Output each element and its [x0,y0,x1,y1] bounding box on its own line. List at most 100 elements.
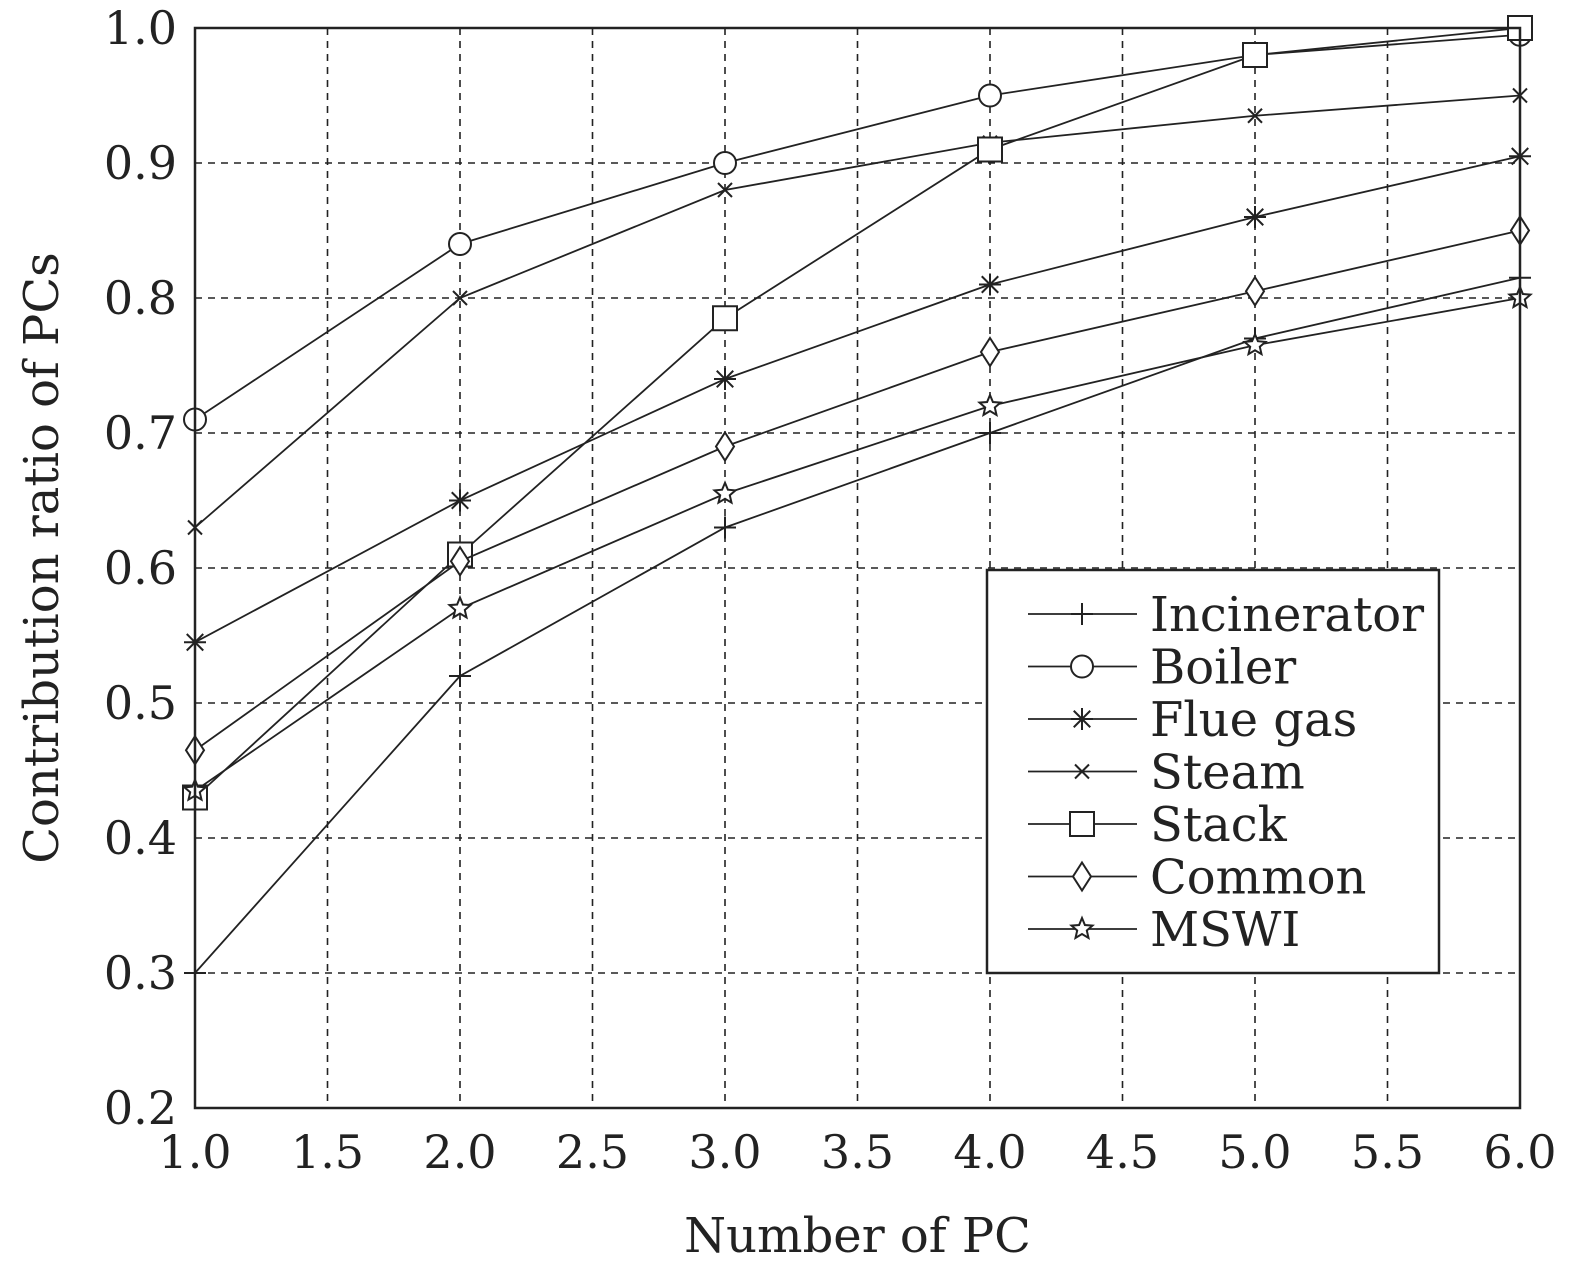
line-boiler [194,33,1521,421]
point-mswi [447,594,473,620]
series-common [184,214,1531,767]
y-axis-title: Contribution ratio of PCs [14,252,70,863]
star-marker [447,594,473,620]
point-common [1244,275,1266,308]
legend-marker-common [1071,860,1093,893]
legend-item-flue-gas: Flue gas [1028,692,1357,748]
point-flue-gas [979,273,1001,296]
legend-label-mswi: MSWI [1150,902,1300,958]
point-common [449,545,471,578]
square-marker [712,305,738,332]
y-tick-labels: 0.2 0.3 0.4 0.5 0.6 0.7 0.8 0.9 1.0 [104,1,177,1135]
x-tick-label: 3.0 [688,1125,761,1179]
point-stack [712,305,738,332]
legend-marker-flue-gas [1071,708,1093,730]
point-stack [977,136,1003,163]
plot-area [193,26,1522,1110]
x-marker [1247,108,1263,124]
legend-marker-boiler [1070,654,1094,679]
y-tick-label: 0.3 [104,946,177,1000]
circle-marker [978,83,1002,108]
square-marker [1069,811,1095,837]
y-tick-label: 0.7 [104,406,177,460]
diamond-marker [1071,860,1093,893]
plus-marker [449,665,471,687]
y-tick-label: 0.8 [104,271,177,325]
x-tick-label: 6.0 [1483,1125,1556,1179]
legend-marker-stack [1069,811,1095,837]
point-steam [1247,108,1263,124]
x-tick-label: 1.5 [291,1125,364,1179]
point-common [979,336,1001,368]
point-mswi [977,392,1003,417]
diamond-marker [979,336,1001,368]
point-boiler [448,232,472,256]
legend-item-steam: Steam [1028,745,1305,801]
legend-item-common: Common [1028,850,1366,906]
x-tick-label: 3.5 [821,1125,894,1179]
x-axis-title: Number of PC [684,1208,1031,1264]
plus-marker [714,516,736,539]
point-steam [717,182,733,198]
legend-marker-incinerator [1071,603,1093,625]
star-marker [712,480,738,505]
line-common [194,229,1521,751]
x-tick-label: 1.0 [158,1125,231,1179]
x-marker [1074,763,1090,780]
x-marker [717,182,733,198]
legend-label-flue-gas: Flue gas [1150,692,1357,748]
point-incinerator [714,516,736,539]
y-tick-label: 0.4 [104,811,177,865]
point-flue-gas [449,489,471,512]
legend-item-incinerator: Incinerator [1028,587,1424,643]
x-tick-labels: 1.0 1.5 2.0 2.5 3.0 3.5 4.0 4.5 5.0 5.5 6.0 [158,1125,1556,1179]
point-flue-gas [1244,206,1266,228]
diamond-marker [714,430,736,463]
y-tick-label: 0.6 [104,541,177,595]
y-tick-label: 0.5 [104,676,177,730]
asterisk-marker [449,489,471,512]
x-tick-label: 4.0 [953,1125,1026,1179]
point-boiler [978,83,1002,108]
point-mswi [1242,331,1268,357]
line-steam [194,94,1521,529]
asterisk-marker [714,368,736,390]
point-boiler [713,151,737,175]
point-steam [452,290,468,306]
y-tick-label: 0.2 [104,1081,177,1135]
line-mswi [194,297,1521,792]
legend-label-stack: Stack [1150,797,1288,853]
asterisk-marker [1244,206,1266,228]
star-marker [977,392,1003,417]
legend-item-stack: Stack [1028,797,1288,853]
point-common [714,430,736,463]
circle-marker [713,151,737,175]
legend-label-common: Common [1150,850,1366,906]
legend-item-mswi: MSWI [1028,902,1300,958]
x-marker [452,290,468,306]
x-tick-label: 2.5 [556,1125,629,1179]
point-incinerator [979,422,1001,444]
legend-label-incinerator: Incinerator [1150,587,1424,643]
series-steam [187,87,1528,536]
y-tick-label: 0.9 [104,136,177,190]
legend-label-steam: Steam [1150,745,1305,801]
line-incinerator [194,276,1521,974]
plus-marker [1071,603,1093,625]
star-marker [1242,331,1268,357]
star-marker [1069,915,1095,940]
diamond-marker [449,545,471,578]
square-marker [977,136,1003,163]
y-tick-label: 1.0 [104,1,177,55]
point-flue-gas [714,368,736,390]
plus-marker [979,422,1001,444]
line-flue-gas [194,155,1521,644]
point-mswi [712,480,738,505]
point-stack [1242,42,1268,68]
x-tick-label: 4.5 [1086,1125,1159,1179]
circle-marker [448,232,472,256]
point-incinerator [449,665,471,687]
square-marker [1242,42,1268,68]
